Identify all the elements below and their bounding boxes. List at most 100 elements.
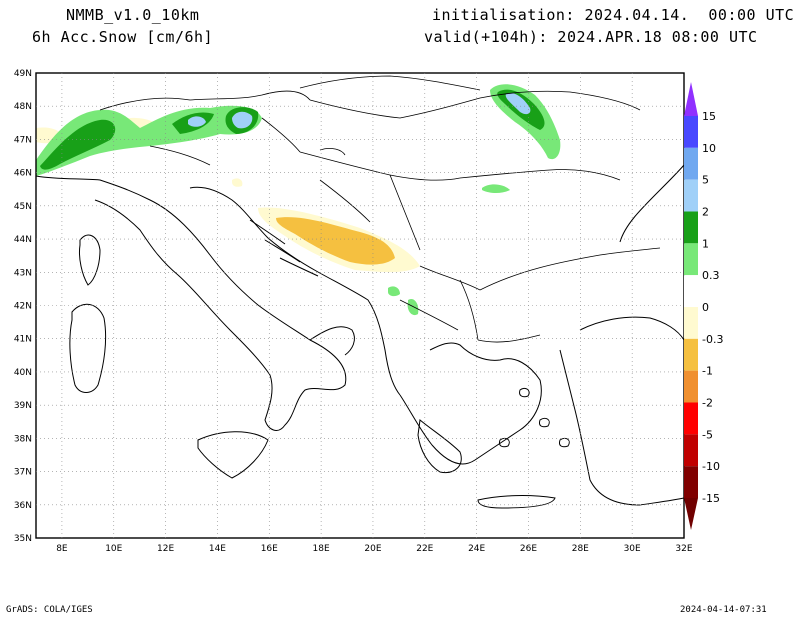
longitude-labels: 8E 10E 12E 14E 16E 18E 20E 22E 24E 26E 28E 30E 32E bbox=[56, 544, 693, 554]
snow-area-blue-ring bbox=[232, 111, 253, 129]
lon-label: 28E bbox=[572, 544, 589, 554]
lake-balaton bbox=[319, 147, 346, 156]
legend-swatch bbox=[684, 179, 698, 212]
legend-label: -15 bbox=[702, 492, 720, 505]
legend-label: 15 bbox=[702, 110, 716, 123]
lat-label: 49N bbox=[14, 69, 32, 79]
greece-coastline bbox=[399, 342, 542, 465]
legend-label: 2 bbox=[702, 206, 709, 219]
legend-label: 0 bbox=[702, 301, 709, 314]
lon-label: 10E bbox=[105, 544, 122, 554]
grid-lines bbox=[36, 73, 684, 538]
romania-border bbox=[459, 169, 661, 291]
sardinia-coastline bbox=[69, 303, 107, 393]
lat-label: 47N bbox=[14, 135, 32, 145]
lon-label: 24E bbox=[468, 544, 485, 554]
footer-timestamp: 2024-04-14-07:31 bbox=[680, 605, 767, 615]
lat-label: 37N bbox=[14, 468, 32, 478]
lat-label: 46N bbox=[14, 169, 32, 179]
aegean-island-2 bbox=[539, 417, 550, 428]
valid-time: valid(+104h): 2024.APR.18 08:00 UTC bbox=[424, 28, 758, 46]
lat-label: 42N bbox=[14, 302, 32, 312]
lon-label: 22E bbox=[416, 544, 433, 554]
snow-area-yellow bbox=[276, 217, 395, 265]
lon-label: 32E bbox=[675, 544, 692, 554]
crete-coastline bbox=[477, 495, 556, 509]
aegean-island-3 bbox=[559, 437, 570, 448]
legend-swatch bbox=[684, 402, 698, 435]
coastline-layer bbox=[35, 164, 685, 509]
snow-area-green-alps bbox=[40, 119, 116, 170]
hungary-border bbox=[299, 97, 481, 181]
lon-label: 12E bbox=[157, 544, 174, 554]
legend-label: -1 bbox=[702, 365, 713, 378]
poland-border bbox=[299, 75, 481, 91]
init-time: initialisation: 2024.04.14. 00:00 UTC bbox=[432, 6, 795, 24]
legend-label: 5 bbox=[702, 174, 709, 187]
lat-label: 43N bbox=[14, 268, 32, 278]
legend-bottom-arrow bbox=[684, 498, 698, 530]
legend-label: -0.3 bbox=[702, 333, 723, 346]
legend-swatch bbox=[684, 116, 698, 148]
alps-borders bbox=[99, 90, 311, 166]
lat-label: 41N bbox=[14, 335, 32, 345]
lat-label: 39N bbox=[14, 401, 32, 411]
field-title: 6h Acc.Snow [cm/6h] bbox=[32, 28, 214, 46]
snow-area-small-green bbox=[482, 184, 510, 193]
legend-label: 10 bbox=[702, 142, 716, 155]
lon-label: 14E bbox=[209, 544, 226, 554]
legend-swatch bbox=[684, 243, 698, 276]
lat-label: 36N bbox=[14, 501, 32, 511]
legend-swatch bbox=[684, 275, 698, 307]
footer-credit: GrADS: COLA/IGES bbox=[6, 605, 93, 615]
legend-label: 1 bbox=[702, 237, 709, 250]
legend-colorbar: 15 10 5 2 1 0.3 0 -0.3 -1 -2 -5 -10 -15 bbox=[684, 82, 723, 530]
legend-top-arrow bbox=[684, 82, 698, 116]
legend-label: -2 bbox=[702, 397, 713, 410]
lon-label: 8E bbox=[56, 544, 68, 554]
sicily-coastline bbox=[197, 431, 269, 479]
snow-field-layer bbox=[36, 84, 561, 316]
legend-swatch bbox=[684, 211, 698, 244]
corsica-coastline bbox=[79, 234, 101, 286]
lat-label: 40N bbox=[14, 368, 32, 378]
lon-label: 16E bbox=[261, 544, 278, 554]
legend-swatch bbox=[684, 147, 698, 180]
bosporus-coast bbox=[579, 316, 685, 341]
lat-label: 44N bbox=[14, 235, 32, 245]
dalmatian-islands bbox=[249, 219, 319, 277]
lon-label: 26E bbox=[520, 544, 537, 554]
legend-swatch bbox=[684, 307, 698, 339]
model-title: NMMB_v1.0_10km bbox=[66, 6, 200, 24]
snow-area-blue-alps bbox=[188, 116, 206, 127]
lon-label: 30E bbox=[624, 544, 641, 554]
snow-area-small-green-3 bbox=[407, 298, 419, 316]
aegean-island-1 bbox=[519, 387, 530, 398]
legend-swatch bbox=[684, 434, 698, 467]
lat-label: 35N bbox=[14, 534, 32, 544]
ukraine-border bbox=[479, 90, 641, 111]
lon-label: 18E bbox=[313, 544, 330, 554]
legend-swatch bbox=[684, 338, 698, 371]
legend-swatch bbox=[684, 370, 698, 403]
peloponnese bbox=[417, 419, 462, 474]
italy-heel bbox=[309, 326, 355, 356]
legend-label: -5 bbox=[702, 428, 713, 441]
turkey-west-coast bbox=[559, 349, 685, 506]
legend-swatch bbox=[684, 466, 698, 498]
lat-label: 38N bbox=[14, 434, 32, 444]
legend-label: -10 bbox=[702, 460, 720, 473]
latitude-labels: 49N 48N 47N 46N 45N 44N 43N 42N 41N 40N 39N 38N 37N 3… bbox=[14, 69, 32, 544]
snow-area-small-green-2 bbox=[388, 286, 400, 297]
lat-label: 48N bbox=[14, 102, 32, 112]
italy-coastline bbox=[35, 175, 347, 431]
balkan-borders bbox=[319, 174, 541, 343]
border-layer bbox=[99, 75, 661, 343]
lon-label: 20E bbox=[364, 544, 381, 554]
legend-label: 0.3 bbox=[702, 269, 720, 282]
snow-area-blue-carpathians bbox=[505, 92, 531, 115]
lat-label: 45N bbox=[14, 202, 32, 212]
snow-area-small-yellow bbox=[232, 178, 243, 187]
adriatic-east-coast bbox=[189, 186, 401, 396]
